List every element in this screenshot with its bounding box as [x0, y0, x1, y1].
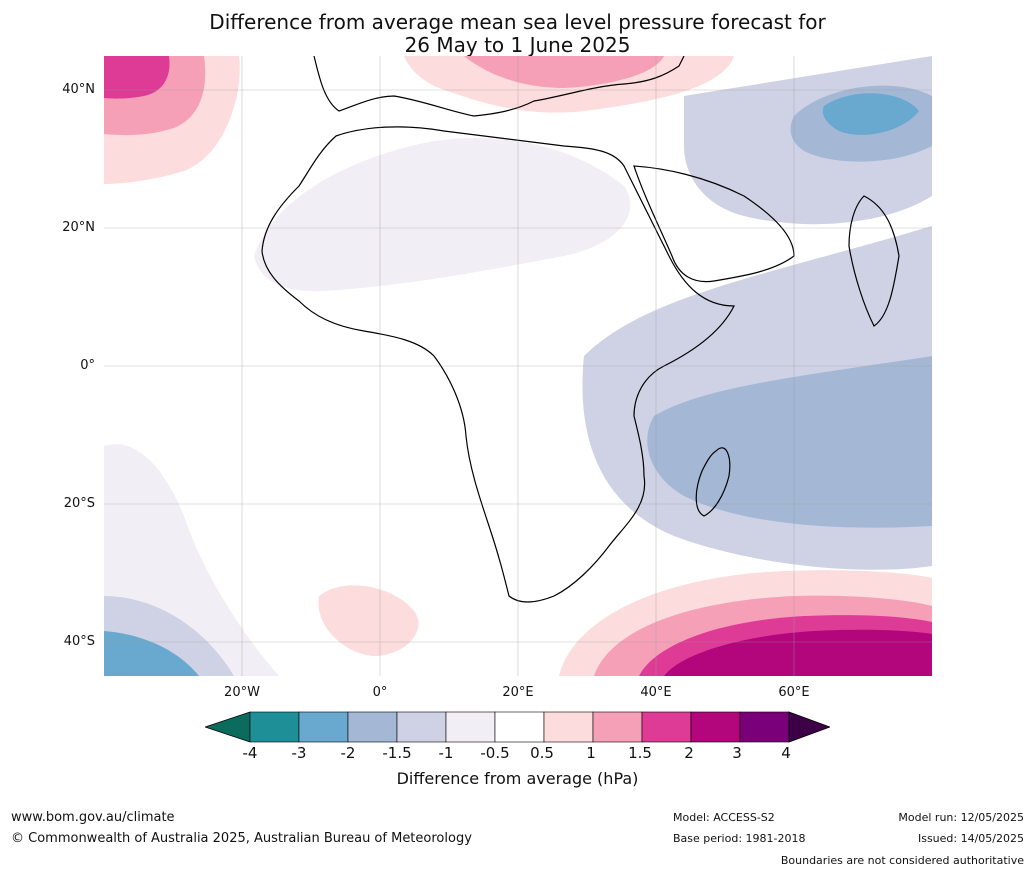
colorbar-tick: -0.5: [480, 744, 510, 762]
title-line-1: Difference from average mean sea level p…: [209, 10, 826, 34]
colorbar-tick: 4: [781, 744, 791, 762]
colorbar-tick: 2: [684, 744, 694, 762]
colorbar-tick: -3: [291, 744, 307, 762]
lat-label-40n: 40°N: [62, 82, 95, 97]
footer-issued: Issued: 14/05/2025: [917, 832, 1024, 845]
lat-label-40s: 40°S: [63, 634, 95, 649]
colorbar-bin-1-15: [592, 711, 643, 743]
colorbar-caption: Difference from average (hPa): [396, 769, 639, 788]
so-high-4: [664, 629, 932, 676]
colorbar-tick: 0.5: [530, 744, 554, 762]
colorbar-bin-15-2: [641, 711, 692, 743]
africa-outline: [261, 126, 735, 603]
map: [104, 56, 932, 676]
colorbar-bin-m4-m3: [249, 711, 300, 743]
lon-label-60e: 60°E: [778, 685, 810, 700]
med-high-inner: [464, 56, 664, 88]
nw-high-inner: [104, 56, 170, 99]
colorbar-bin-m05-05: [494, 711, 545, 743]
lat-label-20s: 20°S: [63, 496, 95, 511]
madagascar-outline: [695, 447, 731, 517]
colorbar-bin-2-3: [690, 711, 741, 743]
colorbar-bin-m1-m05: [445, 711, 496, 743]
colorbar-bin-m15-m1: [396, 711, 447, 743]
footer-base-period: Base period: 1981-2018: [673, 832, 806, 845]
footer-copyright: © Commonwealth of Australia 2025, Austra…: [11, 831, 472, 846]
lat-label-0: 0°: [80, 358, 95, 373]
colorbar-tick: -4: [242, 744, 258, 762]
colorbar: [205, 711, 830, 743]
footer-website[interactable]: www.bom.gov.au/climate: [11, 810, 175, 825]
europe-coast: [313, 56, 685, 117]
colorbar-extend-min: [205, 711, 251, 743]
footer-model: Model: ACCESS-S2: [673, 811, 775, 824]
colorbar-extend-max: [788, 711, 830, 743]
colorbar-tick: -1: [438, 744, 454, 762]
colorbar-tick: -1.5: [382, 744, 412, 762]
colorbar-tick: 1: [586, 744, 596, 762]
satl-high-blob: [318, 585, 419, 656]
colorbar-bin-05-1: [543, 711, 594, 743]
io-low-inner: [647, 356, 932, 528]
colorbar-tick: 1.5: [628, 744, 652, 762]
mideast-low-inner: [822, 93, 919, 135]
lon-label-40e: 40°E: [640, 685, 672, 700]
lon-label-0: 0°: [372, 685, 388, 700]
title-line-2: 26 May to 1 June 2025: [404, 33, 631, 57]
anomaly-shading: [104, 56, 932, 676]
graticule: [104, 56, 932, 676]
colorbar-bin-3-4: [739, 711, 790, 743]
india-outline: [848, 195, 900, 327]
colorbar-bin-m3-m2: [298, 711, 349, 743]
footer-model-run: Model run: 12/05/2025: [898, 811, 1024, 824]
nafrica-low-faint: [254, 138, 631, 292]
lat-label-20n: 20°N: [62, 220, 95, 235]
colorbar-tick: 3: [732, 744, 742, 762]
colorbar-bin-m2-m15: [347, 711, 398, 743]
footer-disclaimer: Boundaries are not considered authoritat…: [780, 854, 1024, 867]
lon-label-20e: 20°E: [502, 685, 534, 700]
lon-label-20w: 20°W: [224, 685, 260, 700]
arabia-outline: [633, 165, 795, 283]
colorbar-tick: -2: [340, 744, 356, 762]
